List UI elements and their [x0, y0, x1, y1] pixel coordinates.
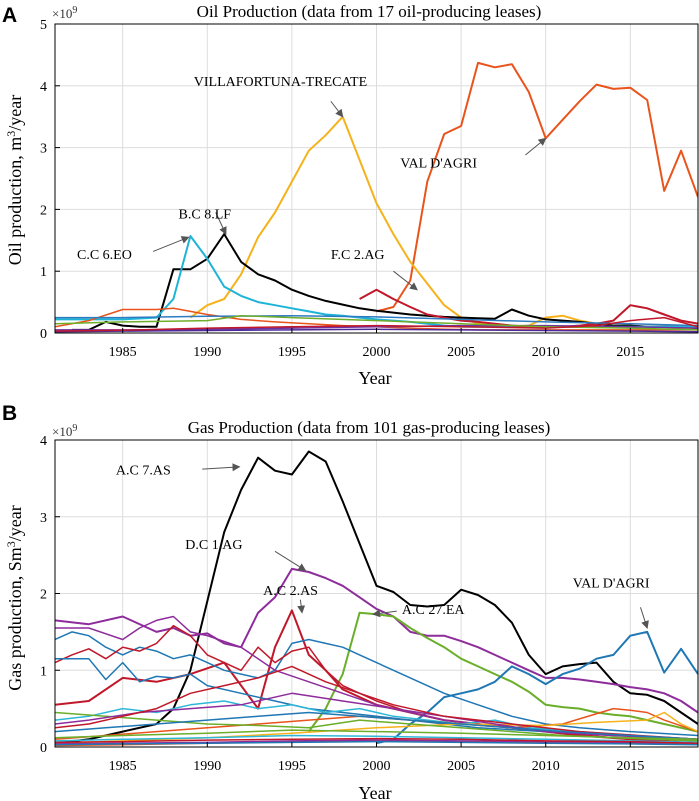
panel-b-annotation-arrow-3	[372, 609, 397, 618]
panel-a-multiplier-base: ×10	[52, 6, 72, 21]
panel-a-ytick-label-2: 2	[40, 203, 47, 218]
panel-b-annotation-arrow-4	[639, 607, 649, 629]
panel-a-ytick-label-5: 5	[40, 18, 47, 33]
panel-a-multiplier-exp: 9	[72, 5, 77, 16]
panel-b-annotation-arrow-1	[274, 550, 307, 572]
panel-b-annotation-2: A.C 2.AS	[263, 584, 318, 599]
panel-a-series-other-6	[55, 316, 698, 332]
panel-b-annotation-arrow-2	[297, 599, 306, 614]
panel-a-annotation-arrow-3	[393, 270, 418, 291]
panel-a-series-group	[55, 61, 698, 333]
panel-b-xtick-label-2: 1995	[278, 759, 306, 774]
panel-a-annotation-3: F.C 2.AG	[331, 248, 385, 263]
panel-b-annotation-0: A.C 7.AS	[116, 464, 171, 479]
panel-b-xtick-label-1: 1990	[193, 759, 221, 774]
panel-b-multiplier-exp: 9	[72, 423, 77, 434]
panel-a-ytick-label-1: 1	[40, 265, 47, 280]
panel-b-ytick-label-1: 1	[40, 664, 47, 679]
panel-b-xtick-label-6: 2015	[616, 759, 644, 774]
panel-b-series-other-13	[55, 729, 698, 741]
panel-a-series-other-2	[55, 314, 698, 327]
panel-a-annotation-arrow-1	[215, 212, 227, 236]
panel-b-ytick-label-3: 3	[40, 511, 47, 526]
panel-b-series-d-c-1-ag	[55, 567, 698, 714]
panel-a-xtick-label-6: 2015	[616, 345, 644, 360]
panel-a-letter: A	[2, 4, 17, 27]
panel-b-annotation-1: D.C 1.AG	[185, 538, 242, 553]
panel-b-xtick-label-3: 2000	[363, 759, 391, 774]
panel-b-multiplier-base: ×10	[52, 424, 72, 439]
panel-a-ytick-label-3: 3	[40, 142, 47, 157]
panel-b-xtick-label-4: 2005	[447, 759, 475, 774]
panel-a-xtick-label-4: 2005	[447, 345, 475, 360]
panel-a-annotation-arrow-2	[152, 236, 190, 252]
panel-b-ylabel: Gas production, Sm3/year	[4, 505, 25, 690]
panel-b-series-val-d-agri	[376, 630, 698, 745]
panel-a-ylabel: Oil production, m3/year	[4, 95, 25, 265]
panel-b-ytick-label-4: 4	[40, 434, 47, 449]
panel-b-annotation-arrow-0	[202, 463, 241, 472]
panel-a-series-villafortuna-trecate	[189, 115, 698, 331]
panel-a-xtick-label-1: 1990	[193, 345, 221, 360]
panel-b-xtick-label-5: 2010	[532, 759, 560, 774]
panel-b-series-group	[55, 450, 698, 747]
panel-a-series-b-c-8-lf	[71, 233, 698, 331]
panel-b-letter: B	[2, 402, 17, 425]
panel-b-series-other-10	[55, 665, 698, 741]
panel-b-title: Gas Production (data from 101 gas-produc…	[188, 418, 551, 437]
panel-a-annotation-4: VAL D'AGRI	[400, 156, 477, 171]
panel-b-series-other-14	[55, 734, 698, 744]
panel-b-xtick-label-0: 1985	[109, 759, 137, 774]
panel-b-ytick-label-2: 2	[40, 588, 47, 603]
panel-a-xtick-label-2: 1995	[278, 345, 306, 360]
panel-a-series-val-d-agri	[376, 61, 698, 313]
panel-a-ytick-label-0: 0	[40, 327, 47, 342]
panel-b-plot-area: 1985 1990 1995 2000 2005 2010 2015 0 1 2 3 4 A.C 7.A…	[40, 434, 699, 774]
panel-a-annotation-1: B.C 8.LF	[179, 208, 232, 223]
panel-a-multiplier: ×109	[52, 5, 77, 21]
panel-a-ytick-label-4: 4	[40, 80, 47, 95]
panel-b-series-a-c-7-as	[55, 450, 698, 745]
panel-a-xtick-label-5: 2010	[532, 345, 560, 360]
panel-a-series-other-4	[55, 314, 698, 331]
panel-b-xlabel: Year	[358, 783, 391, 801]
panel-a-xlabel: Year	[358, 368, 391, 388]
panel-a: A Oil Production (data from 17 oil-produ…	[2, 2, 699, 388]
panel-b-series-other-4	[55, 657, 698, 741]
panel-a-xtick-label-3: 2000	[363, 345, 391, 360]
panel-a-annotation-arrow-0	[330, 100, 344, 118]
panel-a-annotation-arrow-4	[525, 137, 547, 156]
panel-b: B Gas Production (data from 101 gas-prod…	[2, 402, 699, 801]
panel-b-annotation-4: VAL D'AGRI	[573, 576, 650, 591]
panel-a-annotation-0: VILLAFORTUNA-TRECATE	[194, 75, 367, 90]
panel-b-series-other-11	[55, 711, 698, 741]
panel-b-series-other-16	[55, 740, 698, 746]
panel-b-ytick-label-0: 0	[40, 741, 47, 756]
panel-a-xtick-label-0: 1985	[109, 345, 137, 360]
panel-b-series-other-17	[55, 737, 698, 744]
panel-a-plot-area: 1985 1990 1995 2000 2005 2010 2015 0 1 2 3 4 5 VILLAF…	[40, 18, 699, 360]
panel-a-title: Oil Production (data from 17 oil-produci…	[197, 2, 542, 21]
panel-b-multiplier: ×109	[52, 423, 77, 439]
panel-b-annotation-3: A.C 27.EA	[402, 603, 466, 618]
panel-a-annotation-2: C.C 6.EO	[77, 248, 132, 263]
